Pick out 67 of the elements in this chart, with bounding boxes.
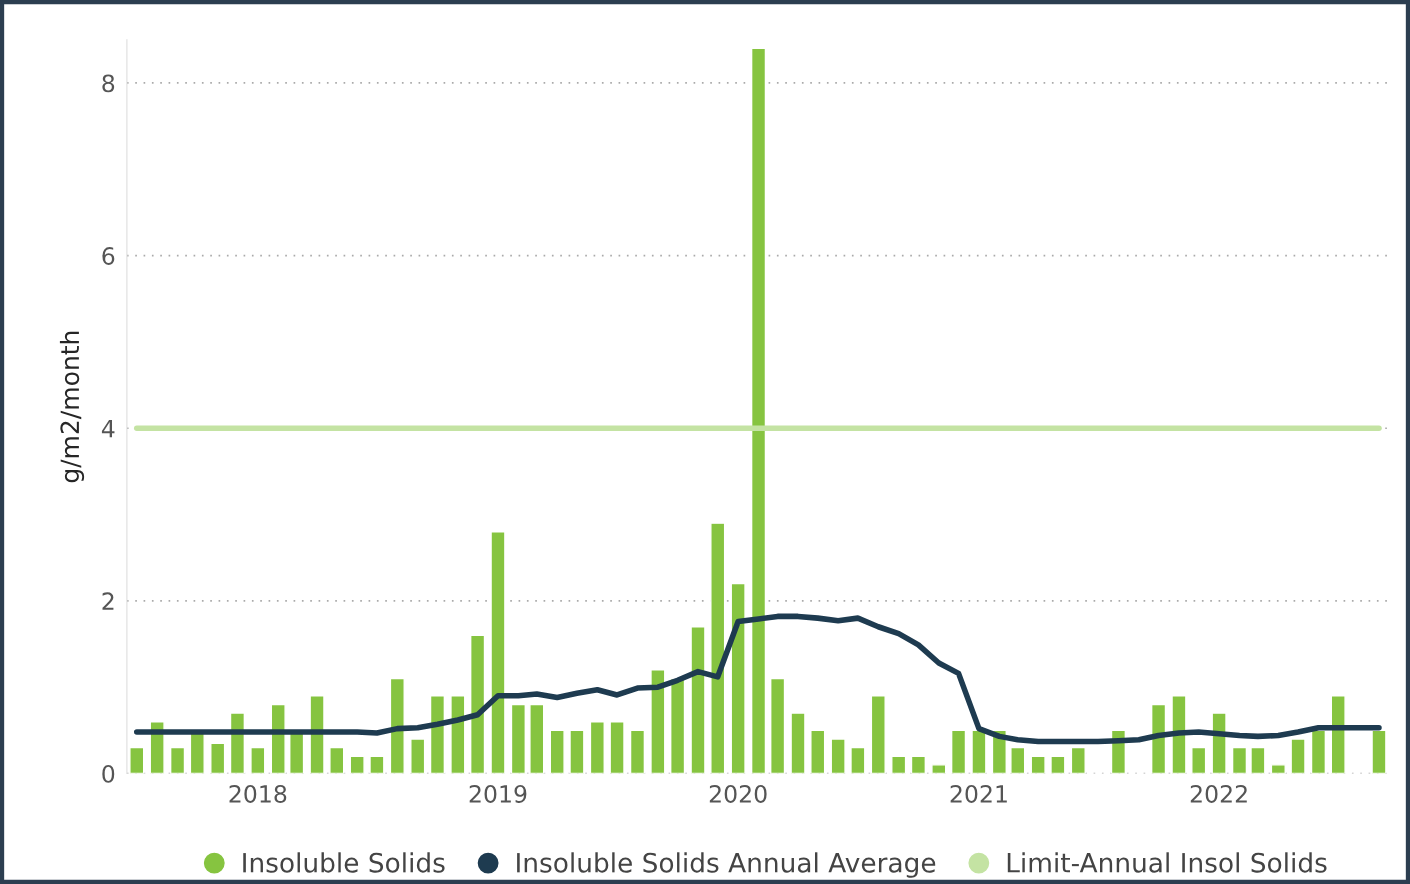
bar xyxy=(1150,703,1167,774)
bar xyxy=(569,729,585,774)
bar xyxy=(891,755,907,774)
bar xyxy=(650,669,666,774)
bar xyxy=(770,677,786,774)
y-tick-label: 0 xyxy=(102,764,115,783)
bar xyxy=(850,746,866,774)
bar xyxy=(510,703,526,774)
bar xyxy=(549,729,565,774)
bar xyxy=(1211,712,1227,774)
bar xyxy=(950,729,967,774)
x-tick-label: 2020 xyxy=(709,785,767,803)
bar xyxy=(830,738,846,774)
bar xyxy=(629,729,646,774)
bar xyxy=(349,755,365,774)
y-tick-label: 8 xyxy=(102,74,115,93)
x-tick-label: 2022 xyxy=(1190,785,1247,803)
bar xyxy=(1231,746,1248,774)
bar xyxy=(810,729,826,774)
bar xyxy=(971,729,987,774)
legend-label: Insoluble Solids Annual Average xyxy=(517,852,936,878)
bar xyxy=(469,634,486,774)
bar xyxy=(589,721,605,774)
y-tick-label: 4 xyxy=(101,419,115,438)
y-axis-title: g/m2/month xyxy=(59,331,85,483)
bar xyxy=(710,522,726,774)
bar xyxy=(1030,755,1046,774)
bar xyxy=(790,712,806,774)
bar xyxy=(1191,746,1207,774)
bar xyxy=(1050,755,1066,774)
legend-label: Insoluble Solids xyxy=(243,852,445,873)
bar xyxy=(670,677,686,774)
bar xyxy=(1310,729,1327,774)
bar xyxy=(1270,764,1286,774)
bar xyxy=(450,695,466,774)
bar xyxy=(870,695,886,774)
bar xyxy=(389,677,405,774)
bar xyxy=(329,746,345,774)
bar xyxy=(169,746,186,774)
bar xyxy=(369,755,385,774)
bar xyxy=(1010,746,1026,774)
bar xyxy=(1250,746,1266,774)
bar xyxy=(931,764,947,774)
bar xyxy=(1330,695,1346,774)
y-tick-label: 2 xyxy=(102,592,114,610)
bar xyxy=(309,695,325,774)
bar xyxy=(429,695,446,774)
bar xyxy=(1070,746,1086,774)
bar xyxy=(250,746,266,774)
legend-label: Limit-Annual Insol Solids xyxy=(1007,852,1327,873)
bar xyxy=(529,703,545,774)
x-tick-label: 2019 xyxy=(469,785,527,803)
bar xyxy=(490,531,506,774)
bar xyxy=(410,738,426,774)
bar xyxy=(609,721,625,774)
y-tick-label: 6 xyxy=(102,247,115,265)
bar xyxy=(1171,695,1187,774)
x-tick-label: 2018 xyxy=(229,785,287,803)
bar xyxy=(730,582,746,774)
bar xyxy=(129,746,145,774)
x-tick-label: 2021 xyxy=(950,785,1007,803)
bar xyxy=(1290,738,1306,774)
bar xyxy=(210,742,226,774)
bar xyxy=(1371,729,1387,774)
bar xyxy=(750,47,767,774)
bar xyxy=(910,755,927,774)
bar xyxy=(690,626,706,774)
